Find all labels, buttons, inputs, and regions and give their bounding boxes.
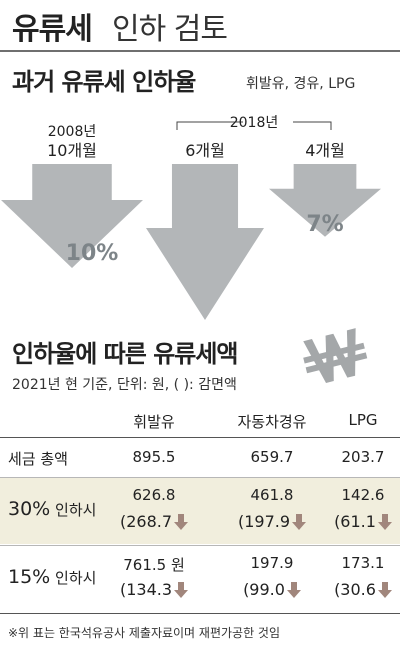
reduction-value: (268.7 <box>119 512 173 531</box>
reduction-value: (99.0 <box>243 580 285 599</box>
row-label-rate: 15% <box>8 566 51 588</box>
table-row: 15% 인하시 761.5 원 197.9 173.1 (134.3 (99.0… <box>0 546 400 612</box>
down-arrow-icon <box>292 514 307 530</box>
col-header-gasoline: 휘발유 <box>133 413 175 431</box>
table-row: 세금 총액 895.5 659.7 203.7 <box>0 438 400 476</box>
row-label-text: 인하시 <box>55 569 97 587</box>
reduction-value: (61.1 <box>334 512 376 531</box>
group-bracket <box>176 121 243 130</box>
reduction-value: (134.3 <box>119 580 173 599</box>
row-label-text: 인하시 <box>55 501 97 519</box>
cell-value: 142.6 <box>341 486 385 504</box>
page-subtitle: 인하 검토 <box>112 12 228 47</box>
won-sign-icon <box>303 328 368 383</box>
reduction-value: (197.9 <box>237 512 291 531</box>
cell-reduction: (99.0 <box>212 580 332 599</box>
row-label-rate: 30% <box>8 498 51 520</box>
cell-value: 761.5 원 <box>123 556 185 574</box>
group-bracket <box>293 121 332 130</box>
cell-reduction: (197.9 <box>212 512 332 531</box>
value-label: 7% <box>306 212 343 237</box>
section-title-tax: 인하율에 따른 유류세액 <box>12 340 239 368</box>
table-note: 2021년 현 기준, 단위: 원, ( ): 감면액 <box>12 377 237 393</box>
rate-arrow <box>269 164 381 237</box>
cell-value: 197.9 <box>250 554 294 572</box>
down-arrow-icon <box>377 582 392 598</box>
cell-value: 659.7 <box>250 448 294 466</box>
row-label-total: 세금 총액 <box>8 450 68 468</box>
duration-label: 10개월 <box>47 141 97 160</box>
page-title: 유류세 <box>12 12 93 47</box>
cell-reduction: (134.3 <box>104 580 204 599</box>
down-arrow-icon <box>174 582 189 598</box>
down-arrow-icon <box>377 514 392 530</box>
section-title-rates: 과거 유류세 인하율 <box>12 68 196 96</box>
cell-reduction: (61.1 <box>318 512 400 531</box>
duration-label: 4개월 <box>305 141 345 160</box>
row-label-15: 15% 인하시 <box>8 566 96 588</box>
table-header: 휘발유 자동차경유 LPG <box>0 404 400 436</box>
cell-reduction: (268.7 <box>104 512 204 531</box>
col-header-lpg: LPG <box>348 411 378 429</box>
year-label: 2008년 <box>48 124 97 140</box>
rate-arrow <box>1 164 143 268</box>
col-header-diesel: 자동차경유 <box>237 413 307 431</box>
title-divider <box>0 50 400 52</box>
reduction-value: (30.6 <box>334 580 376 599</box>
cell-value: 203.7 <box>341 448 385 466</box>
footnote: ※위 표는 한국석유공사 제출자료이며 재편가공한 것임 <box>8 626 281 640</box>
cell-value: 461.8 <box>250 486 294 504</box>
group-label: 2018년 <box>230 115 279 131</box>
cell-value: 895.5 <box>132 448 176 466</box>
cell-value: 173.1 <box>341 554 385 572</box>
table-bottom-rule <box>0 613 400 614</box>
down-arrow-icon <box>174 514 189 530</box>
header-divider <box>0 437 400 438</box>
rate-arrow <box>146 164 264 320</box>
fuel-note: 휘발유, 경유, LPG <box>246 76 356 92</box>
down-arrow-icon <box>286 582 301 598</box>
value-label: 10% <box>66 241 119 266</box>
duration-label: 6개월 <box>185 141 225 160</box>
cell-value: 626.8 <box>132 486 176 504</box>
cell-reduction: (30.6 <box>318 580 400 599</box>
table-row: 30% 인하시 626.8 461.8 142.6 (268.7 (197.9 … <box>0 478 400 544</box>
row-label-30: 30% 인하시 <box>8 498 96 520</box>
row-divider <box>0 545 400 546</box>
row-divider <box>0 477 400 478</box>
